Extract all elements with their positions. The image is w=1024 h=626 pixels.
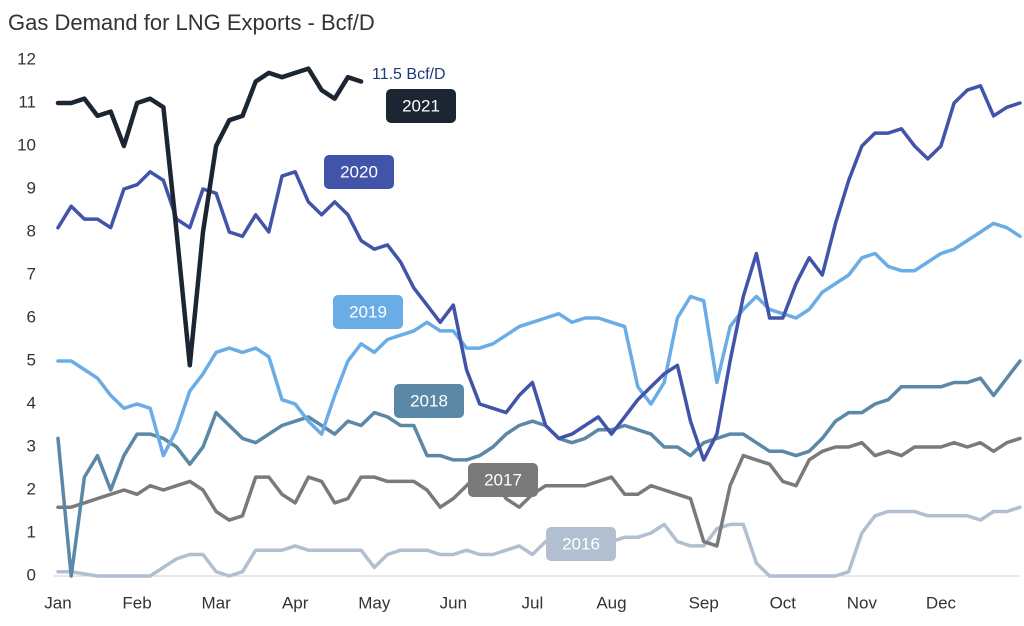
x-tick-label: Jan: [44, 593, 71, 612]
series-label-box: [333, 295, 403, 329]
series-label-box: [546, 527, 616, 561]
x-tick-label: Aug: [596, 593, 626, 612]
y-tick-label: 10: [17, 135, 36, 154]
series-label: 2021: [402, 96, 440, 115]
x-tick-label: Apr: [282, 593, 309, 612]
y-tick-label: 7: [27, 264, 36, 283]
y-tick-label: 3: [27, 436, 36, 455]
y-tick-label: 8: [27, 221, 36, 240]
series-line: [56, 221, 1022, 458]
y-tick-label: 5: [27, 350, 36, 369]
series-label-box: [468, 463, 538, 497]
series-label-box: [324, 155, 394, 189]
series-label: 2016: [562, 534, 600, 553]
series-line: [56, 505, 1022, 578]
x-tick-label: Nov: [847, 593, 878, 612]
series-line: [56, 84, 1022, 462]
y-tick-label: 4: [27, 393, 36, 412]
series-label-box: [386, 89, 456, 123]
series-label: 2019: [349, 302, 387, 321]
y-tick-label: 6: [27, 307, 36, 326]
y-tick-label: 1: [27, 522, 36, 541]
y-tick-label: 2: [27, 479, 36, 498]
y-tick-label: 0: [27, 565, 36, 584]
x-tick-label: Jul: [522, 593, 544, 612]
x-tick-label: Jun: [440, 593, 467, 612]
x-tick-label: Feb: [122, 593, 151, 612]
series-label: 2017: [484, 470, 522, 489]
series-line: [56, 359, 1022, 578]
x-tick-label: Mar: [201, 593, 231, 612]
x-tick-label: May: [358, 593, 391, 612]
x-tick-label: Sep: [689, 593, 719, 612]
series-label: 2020: [340, 162, 378, 181]
x-tick-label: Oct: [770, 593, 797, 612]
y-tick-label: 11: [18, 92, 36, 111]
series-label: 2018: [410, 391, 448, 410]
x-tick-label: Dec: [926, 593, 957, 612]
series-label-box: [394, 384, 464, 418]
y-tick-label: 12: [17, 49, 36, 68]
chart-title: Gas Demand for LNG Exports - Bcf/D: [8, 10, 375, 35]
y-tick-label: 9: [27, 178, 36, 197]
annotation: 11.5 Bcf/D: [372, 66, 446, 83]
series-line: [56, 436, 1022, 548]
series-line: [55, 66, 364, 368]
